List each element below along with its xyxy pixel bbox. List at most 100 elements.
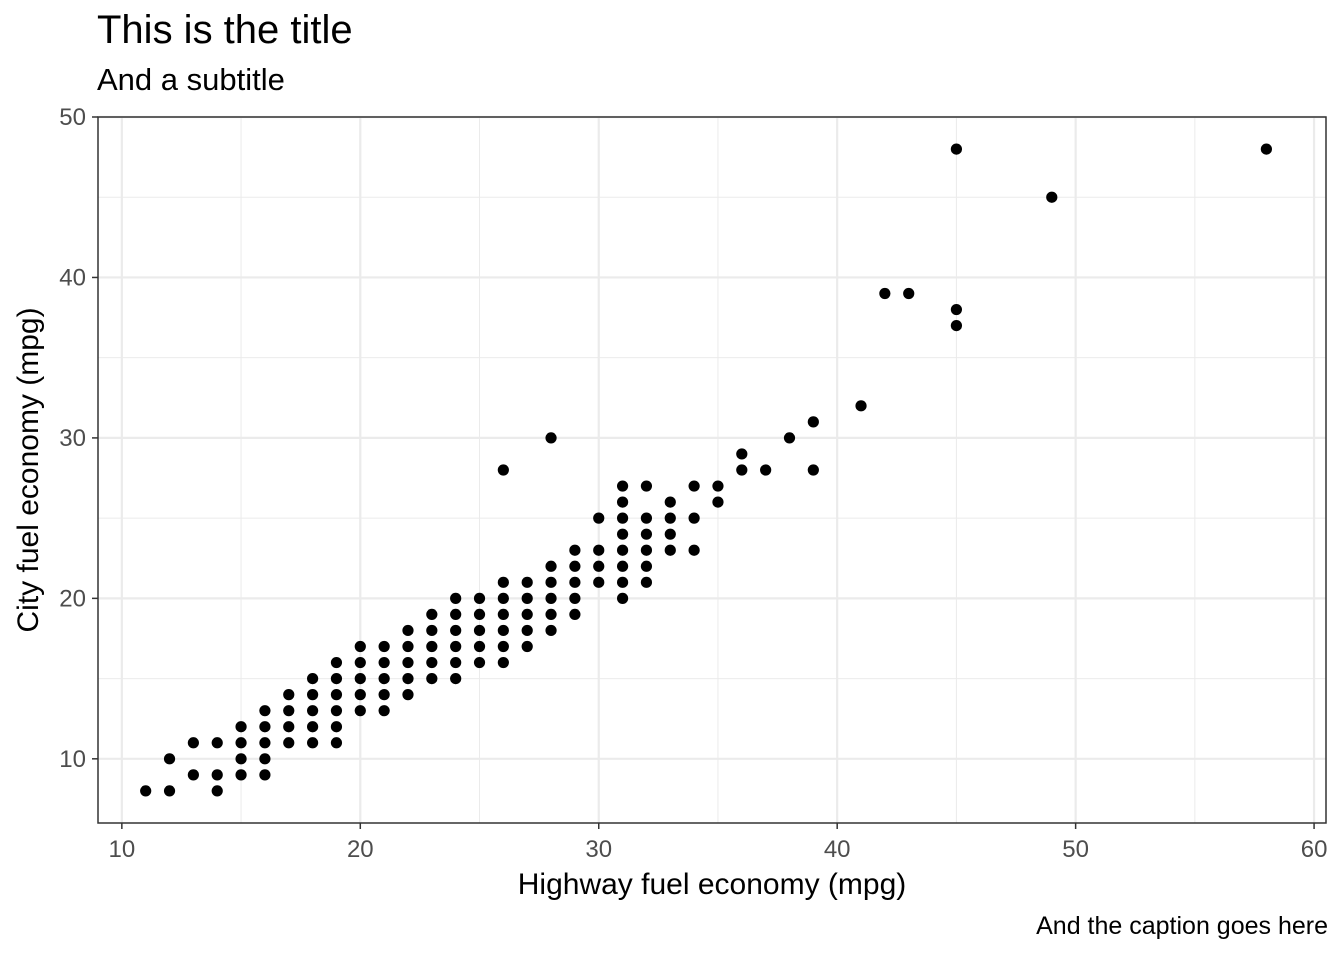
data-point <box>640 544 653 556</box>
x-tick-label: 30 <box>585 836 612 863</box>
data-point <box>521 576 533 588</box>
data-point <box>545 560 557 572</box>
data-point <box>307 672 319 685</box>
data-point <box>783 432 796 444</box>
major-gridlines <box>98 115 1326 823</box>
data-point <box>163 753 176 765</box>
data-point <box>521 592 533 604</box>
data-point <box>473 608 486 621</box>
data-point <box>378 640 390 653</box>
data-point <box>140 785 152 797</box>
data-point <box>640 480 653 492</box>
data-point <box>521 624 533 637</box>
data-point <box>402 672 414 685</box>
data-point <box>664 512 676 524</box>
chart-subtitle: And a subtitle <box>97 62 285 97</box>
data-point <box>497 656 509 669</box>
data-point <box>259 705 271 717</box>
data-point <box>283 737 295 749</box>
data-point <box>354 656 366 669</box>
data-point <box>497 640 509 653</box>
data-point <box>616 512 629 524</box>
data-point <box>163 785 176 797</box>
data-point <box>569 592 581 604</box>
data-point <box>616 592 629 604</box>
data-point <box>330 705 343 717</box>
data-point <box>640 512 653 524</box>
data-point <box>545 592 557 604</box>
data-point <box>616 496 629 508</box>
data-point <box>569 544 581 556</box>
data-point <box>426 624 438 637</box>
data-point <box>354 689 366 701</box>
data-point <box>616 576 629 588</box>
data-point <box>688 480 700 492</box>
data-point <box>330 672 343 685</box>
data-point <box>378 672 390 685</box>
data-point <box>855 400 867 412</box>
data-point <box>307 689 319 701</box>
data-point <box>712 480 724 492</box>
data-point <box>450 672 462 685</box>
data-point <box>354 640 366 653</box>
data-point <box>593 512 605 524</box>
data-point <box>330 656 343 669</box>
data-point <box>903 287 915 300</box>
data-point <box>378 656 390 669</box>
data-point <box>450 640 462 653</box>
data-point <box>426 640 438 653</box>
data-point <box>259 737 271 749</box>
data-point <box>402 640 414 653</box>
x-tick-label: 40 <box>824 836 851 863</box>
data-point <box>259 753 271 765</box>
data-point <box>450 624 462 637</box>
data-point <box>402 624 414 637</box>
data-point <box>307 737 319 749</box>
data-point <box>950 303 963 316</box>
data-point <box>616 544 629 556</box>
data-point <box>521 608 533 621</box>
chart-title: This is the title <box>97 8 353 52</box>
data-point <box>473 640 486 653</box>
x-axis-ticks: 10 20 30 40 50 60 <box>108 823 1327 863</box>
data-point <box>497 608 509 621</box>
data-point <box>473 624 486 637</box>
data-point <box>283 721 295 733</box>
data-point <box>211 769 223 781</box>
data-point <box>593 576 605 588</box>
data-point <box>640 576 653 588</box>
data-point <box>283 689 295 701</box>
data-point <box>616 528 629 540</box>
data-point <box>712 496 724 508</box>
data-point <box>688 544 700 556</box>
data-point <box>426 656 438 669</box>
data-point <box>521 640 533 653</box>
data-point <box>211 737 223 749</box>
plot-panel-border <box>97 116 1327 824</box>
data-point <box>807 416 819 428</box>
data-point <box>259 769 271 781</box>
x-tick-label: 20 <box>347 836 374 863</box>
data-point <box>616 480 629 492</box>
data-point <box>640 528 653 540</box>
data-point <box>283 705 295 717</box>
data-point <box>235 721 247 733</box>
data-point <box>354 672 366 685</box>
y-tick-label: 10 <box>59 746 86 773</box>
data-point <box>616 560 629 572</box>
data-point <box>760 464 772 476</box>
data-point <box>235 769 247 781</box>
data-point <box>1046 191 1058 203</box>
data-point <box>450 592 462 604</box>
data-point <box>426 672 438 685</box>
data-point <box>950 143 963 155</box>
data-point <box>450 608 462 621</box>
data-point <box>950 319 963 332</box>
x-tick-label: 10 <box>108 836 135 863</box>
data-point <box>664 544 676 556</box>
data-point <box>426 608 438 621</box>
y-axis-ticks: 10 20 30 40 50 <box>59 104 98 773</box>
data-point <box>330 689 343 701</box>
data-point <box>688 512 700 524</box>
data-point <box>450 656 462 669</box>
